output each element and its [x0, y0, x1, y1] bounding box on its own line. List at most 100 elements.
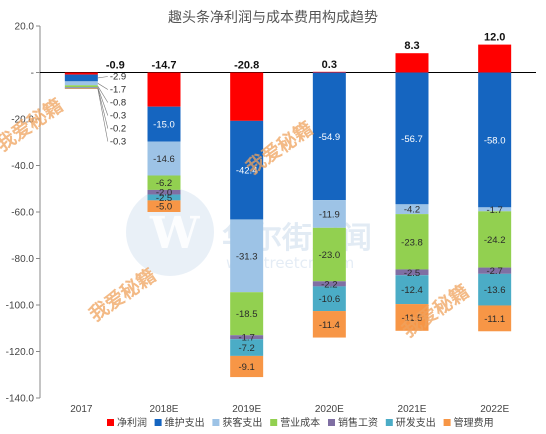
x-category-label: 2018E — [150, 404, 179, 415]
segment-value-label: -54.9 — [319, 132, 341, 143]
legend-label: 销售工资 — [338, 416, 378, 429]
bar-segment — [64, 87, 98, 89]
bar-segment — [312, 72, 346, 201]
x-axis-categories: 2017 2018E 2019E 2020E 2021E 2022E — [70, 404, 509, 415]
bar-segment — [147, 194, 181, 201]
y-axis: 20.0 - -20.0 -40.0 -60.0 -80.0 -100.0 -120.0 -14… — [6, 22, 536, 405]
legend-swatch — [270, 419, 278, 426]
bar-segment — [312, 71, 346, 73]
bar-segment — [64, 85, 98, 88]
bar-segment — [147, 106, 181, 142]
bar-segment — [230, 335, 264, 340]
bar-segment — [64, 72, 98, 75]
segment-value-label: -56.7 — [401, 134, 423, 145]
legend-label: 获客支出 — [222, 416, 262, 429]
bar-segment — [64, 74, 98, 82]
bar-segment — [395, 275, 429, 305]
segment-value-label: -2.5 — [156, 193, 172, 204]
y-tick-label: -120.0 — [6, 347, 35, 358]
bar-segment — [147, 141, 181, 176]
bar-segment — [147, 175, 181, 190]
bar-segment — [395, 214, 429, 270]
bar-segment — [230, 120, 264, 220]
net-profit-label: -14.7 — [151, 60, 176, 72]
segment-value-label: -13.6 — [484, 285, 506, 296]
stamp-watermark: 我爱秘籍 — [0, 94, 67, 156]
chart-title: 趣头条净利润与成本费用构成趋势 — [168, 9, 378, 26]
bar-segment — [312, 227, 346, 282]
net-profit-label: 12.0 — [484, 32, 505, 44]
bar-segment — [147, 72, 181, 107]
leader-line — [97, 88, 109, 142]
x-category-label: 2017 — [70, 404, 93, 415]
segment-value-label: -11.1 — [484, 314, 505, 325]
segment-value-label: -0.3 — [110, 111, 126, 122]
leader-line — [97, 86, 109, 103]
bar-segment — [312, 286, 346, 312]
bar-segment — [395, 72, 429, 205]
legend-swatch — [154, 419, 162, 426]
segment-value-label: -31.3 — [236, 251, 258, 262]
segment-value-label: -10.6 — [319, 294, 341, 305]
bar-segment — [230, 339, 264, 356]
bar-segment — [478, 273, 512, 306]
segment-value-label: -2.9 — [110, 72, 126, 83]
x-category-label: 2022E — [480, 404, 509, 415]
bar-segment — [478, 72, 512, 208]
bar-segment — [64, 88, 98, 90]
segment-value-label: -11.4 — [319, 320, 340, 331]
legend-swatch — [328, 419, 335, 426]
segment-value-label: -4.2 — [404, 205, 420, 216]
bar-segment — [230, 219, 264, 293]
legend-swatch — [212, 419, 220, 426]
bar-segment — [395, 53, 429, 73]
segment-value-label: -2.7 — [486, 266, 502, 277]
segment-value-label: -1.7 — [238, 333, 254, 344]
bar-segment — [312, 311, 346, 338]
segment-value-label: -5.0 — [156, 202, 172, 213]
bar-segment — [147, 200, 181, 212]
segment-value-label: -2.2 — [321, 279, 337, 290]
segment-value-label: -24.2 — [484, 235, 506, 246]
legend-label: 管理费用 — [454, 416, 494, 429]
segment-value-label: -9.1 — [238, 362, 254, 373]
segment-value-label: -12.4 — [401, 285, 423, 296]
bar-segment — [64, 87, 98, 88]
leader-line — [97, 87, 109, 116]
segment-value-label: -11.9 — [319, 209, 340, 220]
bar-segment — [230, 355, 264, 378]
segment-value-label: -23.8 — [401, 237, 423, 248]
bar-segment — [395, 304, 429, 331]
segment-value-label: -0.8 — [110, 98, 126, 109]
bar-segment — [478, 207, 512, 212]
y-tick-label: -60.0 — [11, 208, 34, 219]
bar-segment — [478, 267, 512, 274]
legend-swatch — [385, 419, 393, 426]
bar-segment — [478, 305, 512, 332]
bar-segment — [312, 281, 346, 287]
y-tick-label: -40.0 — [11, 161, 34, 172]
segment-value-label: -11.5 — [402, 313, 423, 324]
net-profit-label: 8.3 — [404, 40, 419, 52]
segment-value-label: -1.7 — [110, 85, 126, 96]
bar-segment — [230, 292, 264, 336]
legend-swatch — [107, 419, 114, 426]
x-category-label: 2021E — [398, 404, 427, 415]
bar-segment — [312, 200, 346, 228]
segment-value-label: -14.6 — [153, 154, 175, 165]
segment-value-label: -18.5 — [236, 309, 258, 320]
segment-value-label: -2.0 — [156, 188, 172, 199]
x-category-label: 2020E — [315, 404, 344, 415]
bar-segment — [478, 44, 512, 73]
y-tick-label: 20.0 — [15, 22, 35, 33]
legend-label: 营业成本 — [280, 416, 320, 429]
watermark-logo-letter: W — [149, 208, 200, 259]
segment-value-label: -1.7 — [486, 205, 502, 216]
segment-value-label: -7.2 — [238, 343, 254, 354]
bar-segment — [64, 81, 98, 86]
y-tick-label: -80.0 — [11, 254, 34, 265]
legend-swatch — [443, 419, 451, 426]
leader-line — [97, 76, 108, 79]
